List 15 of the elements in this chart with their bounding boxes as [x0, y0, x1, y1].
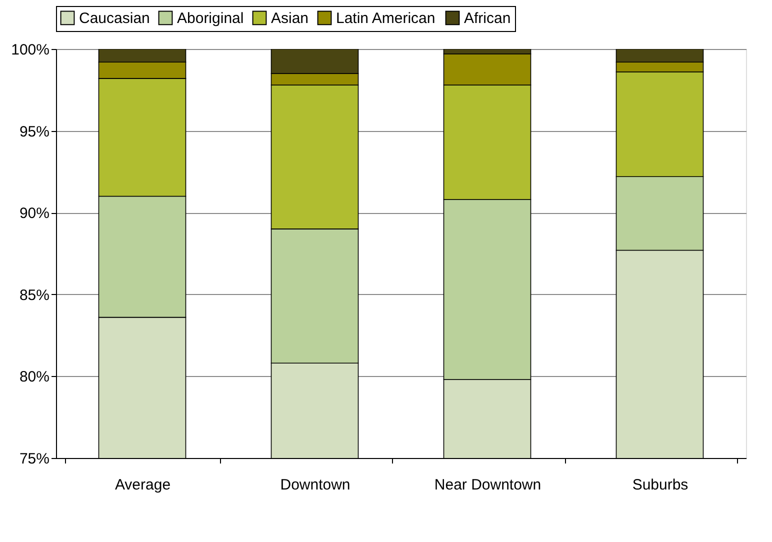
y-tick-label: 90% [19, 205, 50, 222]
legend-label: Aboriginal [177, 10, 244, 27]
x-tick-label: Downtown [280, 476, 350, 494]
y-tick-label: 80% [19, 368, 50, 386]
legend-label: Caucasian [79, 10, 150, 27]
x-tick-label: Average [114, 476, 171, 494]
x-tick-label: Near Downtown [434, 476, 542, 494]
y-tick-label: 100% [11, 42, 50, 58]
legend-label: Latin American [336, 10, 436, 27]
y-tick-label: 85% [19, 286, 50, 304]
x-tick-label: Suburbs [632, 476, 688, 494]
legend-label: African [464, 10, 511, 27]
y-tick-label: 95% [19, 123, 50, 140]
legend-label: Asian [271, 10, 309, 27]
y-tick-label: 75% [19, 450, 50, 468]
